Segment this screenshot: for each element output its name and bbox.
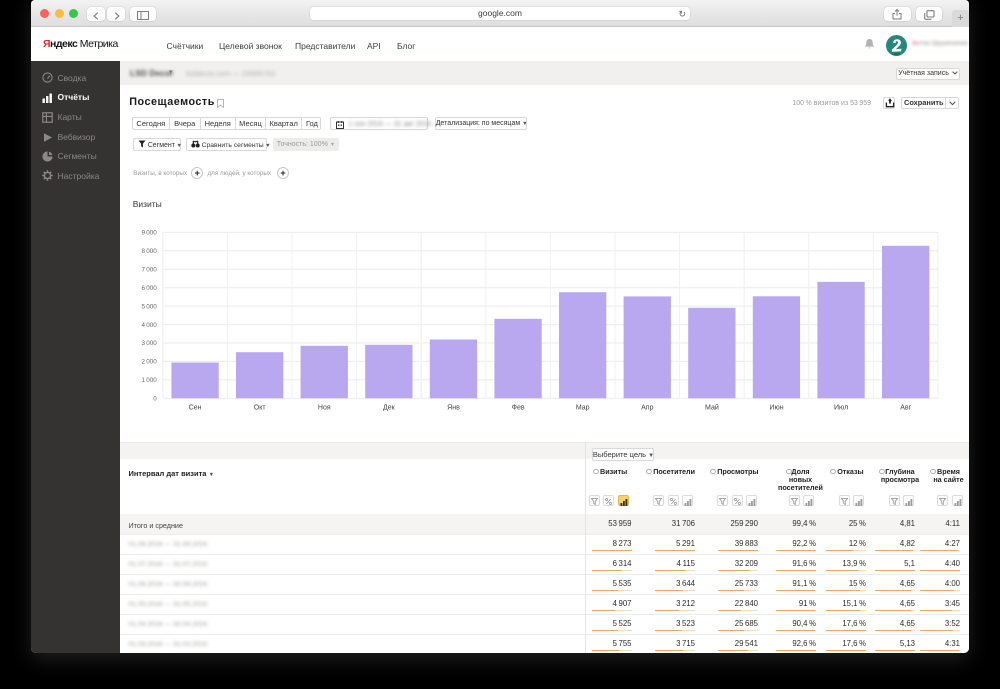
svg-text:Дек: Дек <box>383 405 396 412</box>
svg-text:8 000: 8 000 <box>141 248 157 255</box>
svg-text:Май: Май <box>705 404 719 412</box>
svg-text:Мар: Мар <box>575 405 589 412</box>
svg-text:7 000: 7 000 <box>141 266 157 273</box>
svg-text:5 000: 5 000 <box>141 303 157 310</box>
svg-text:Янв: Янв <box>447 405 460 412</box>
svg-text:3 000: 3 000 <box>141 340 157 347</box>
svg-text:Июл: Июл <box>833 405 847 412</box>
svg-text:Апр: Апр <box>641 405 653 412</box>
svg-text:Авг: Авг <box>900 405 911 412</box>
svg-text:Сен: Сен <box>188 405 201 412</box>
svg-text:Фев: Фев <box>511 405 524 412</box>
svg-text:2 000: 2 000 <box>141 359 157 366</box>
svg-text:0: 0 <box>153 396 157 403</box>
svg-text:Июн: Июн <box>769 405 783 412</box>
svg-text:Ноя: Ноя <box>317 405 330 412</box>
svg-text:1 000: 1 000 <box>141 377 157 384</box>
svg-text:Окт: Окт <box>253 405 266 412</box>
svg-text:9 000: 9 000 <box>141 230 157 237</box>
svg-text:4 000: 4 000 <box>141 322 157 329</box>
svg-text:6 000: 6 000 <box>141 285 157 292</box>
